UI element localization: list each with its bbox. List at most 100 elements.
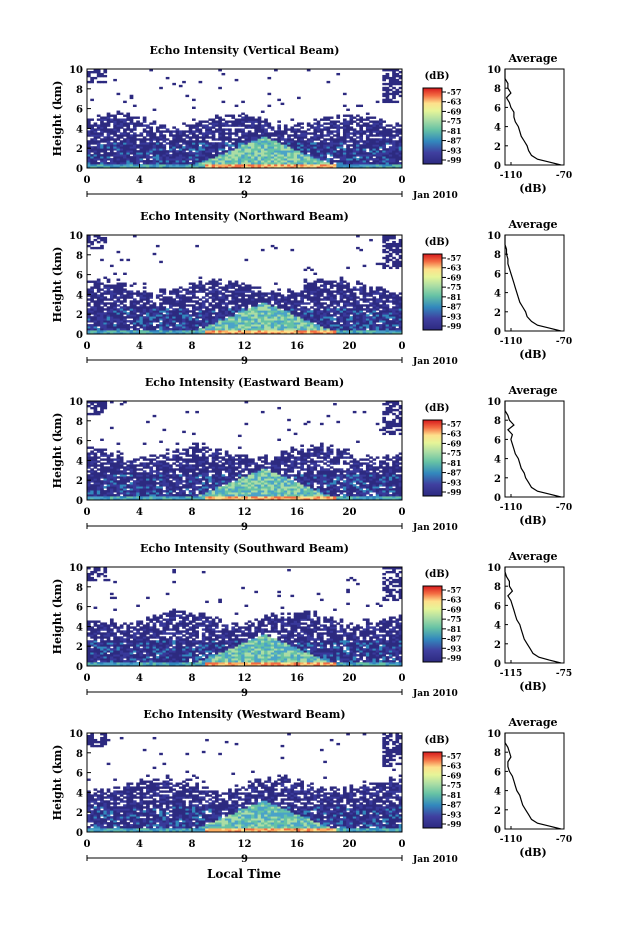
- heatmap-cell: [100, 138, 104, 140]
- heatmap-cell: [310, 132, 314, 134]
- heatmap-cell: [235, 281, 239, 283]
- heatmap-cell: [281, 130, 285, 132]
- echo-heatmap: [87, 235, 402, 334]
- heatmap-cell: [153, 326, 157, 328]
- heatmap-cell: [143, 128, 147, 130]
- heatmap-cell: [330, 158, 334, 160]
- heatmap-cell: [267, 122, 271, 124]
- heatmap-cell: [166, 138, 170, 140]
- heatmap-cell: [218, 152, 222, 154]
- heatmap-cell: [123, 294, 127, 296]
- heatmap-cell: [146, 421, 150, 423]
- heatmap-cell: [166, 449, 170, 451]
- heatmap-cell: [231, 283, 235, 285]
- heatmap-cell: [235, 105, 239, 107]
- colorbar-unit: (dB): [425, 71, 450, 82]
- heatmap-cell: [166, 462, 170, 464]
- heatmap-cell: [146, 130, 150, 132]
- heatmap-cell: [389, 267, 393, 269]
- heatmap-cell: [110, 285, 114, 287]
- heatmap-cell: [130, 326, 134, 328]
- heatmap-cell: [113, 300, 117, 302]
- heatmap-cell: [143, 316, 147, 318]
- heatmap-cell: [379, 292, 383, 294]
- heatmap-cell: [97, 294, 101, 296]
- heatmap-cell: [317, 120, 321, 122]
- heatmap-cell: [90, 484, 94, 486]
- heatmap-cell: [156, 460, 160, 462]
- heatmap-cell: [113, 324, 117, 326]
- colorbar-tick-label: -87: [447, 302, 461, 312]
- heatmap-cell: [97, 247, 101, 249]
- heatmap-cell: [231, 148, 235, 150]
- heatmap-cell: [94, 470, 98, 472]
- heatmap-cell: [238, 136, 242, 138]
- heatmap-cell: [346, 115, 350, 117]
- heatmap-cell: [143, 462, 147, 464]
- heatmap-cell: [117, 251, 121, 253]
- heatmap-cell: [140, 304, 144, 306]
- heatmap-cell: [185, 152, 189, 154]
- heatmap-cell: [350, 316, 354, 318]
- heatmap-cell: [304, 306, 308, 308]
- heatmap-cell: [110, 290, 114, 292]
- heatmap-cell: [392, 101, 396, 103]
- heatmap-cell: [251, 132, 255, 134]
- heatmap-cell: [126, 290, 130, 292]
- heatmap-cell: [327, 81, 331, 83]
- heatmap-cell: [182, 288, 186, 290]
- heatmap-cell: [313, 119, 317, 121]
- heatmap-cell: [205, 292, 209, 294]
- heatmap-cell: [153, 120, 157, 122]
- heatmap-cell: [215, 138, 219, 140]
- heatmap-cell: [222, 292, 226, 294]
- heatmap-cell: [136, 464, 140, 466]
- heatmap-cell: [117, 476, 121, 478]
- heatmap-cell: [120, 452, 124, 454]
- heatmap-cell: [189, 310, 193, 312]
- heatmap-cell: [100, 259, 104, 261]
- heatmap-cell: [350, 132, 354, 134]
- heatmap-cell: [254, 292, 258, 294]
- heatmap-cell: [110, 452, 114, 454]
- heatmap-cell: [133, 283, 137, 285]
- heatmap-cell: [126, 464, 130, 466]
- heatmap-cell: [149, 126, 153, 128]
- heatmap-cell: [189, 136, 193, 138]
- heatmap-cell: [395, 140, 399, 142]
- heatmap-cell: [327, 304, 331, 306]
- heatmap-cell: [153, 470, 157, 472]
- heatmap-cell: [103, 144, 107, 146]
- colorbar-tick-label: -63: [447, 263, 462, 273]
- heatmap-cell: [343, 119, 347, 121]
- heatmap-cell: [320, 124, 324, 126]
- heatmap-cell: [195, 296, 199, 298]
- heatmap-cell: [117, 454, 121, 456]
- heatmap-cell: [90, 468, 94, 470]
- heatmap-cell: [103, 452, 107, 454]
- heatmap-cell: [110, 136, 114, 138]
- heatmap-cell: [172, 288, 176, 290]
- heatmap-cell: [117, 279, 121, 281]
- heatmap-cell: [353, 286, 357, 288]
- heatmap-cell: [149, 454, 153, 456]
- heatmap-cell: [202, 310, 206, 312]
- heatmap-cell: [222, 73, 226, 75]
- heatmap-cell: [103, 117, 107, 119]
- heatmap-cell: [392, 241, 396, 243]
- heatmap-cell: [274, 283, 278, 285]
- heatmap-cell: [225, 318, 229, 320]
- heatmap-cell: [87, 288, 91, 290]
- heatmap-cell: [97, 115, 101, 117]
- heatmap-cell: [176, 150, 180, 152]
- heatmap-cell: [189, 286, 193, 288]
- average-y-tick-label: 8: [494, 250, 501, 261]
- heatmap-cell: [366, 134, 370, 136]
- heatmap-cell: [310, 136, 314, 138]
- heatmap-cell: [97, 464, 101, 466]
- heatmap-cell: [313, 273, 317, 275]
- heatmap-cell: [271, 245, 275, 247]
- heatmap-cell: [94, 122, 98, 124]
- heatmap-cell: [120, 300, 124, 302]
- heatmap-cell: [395, 79, 399, 81]
